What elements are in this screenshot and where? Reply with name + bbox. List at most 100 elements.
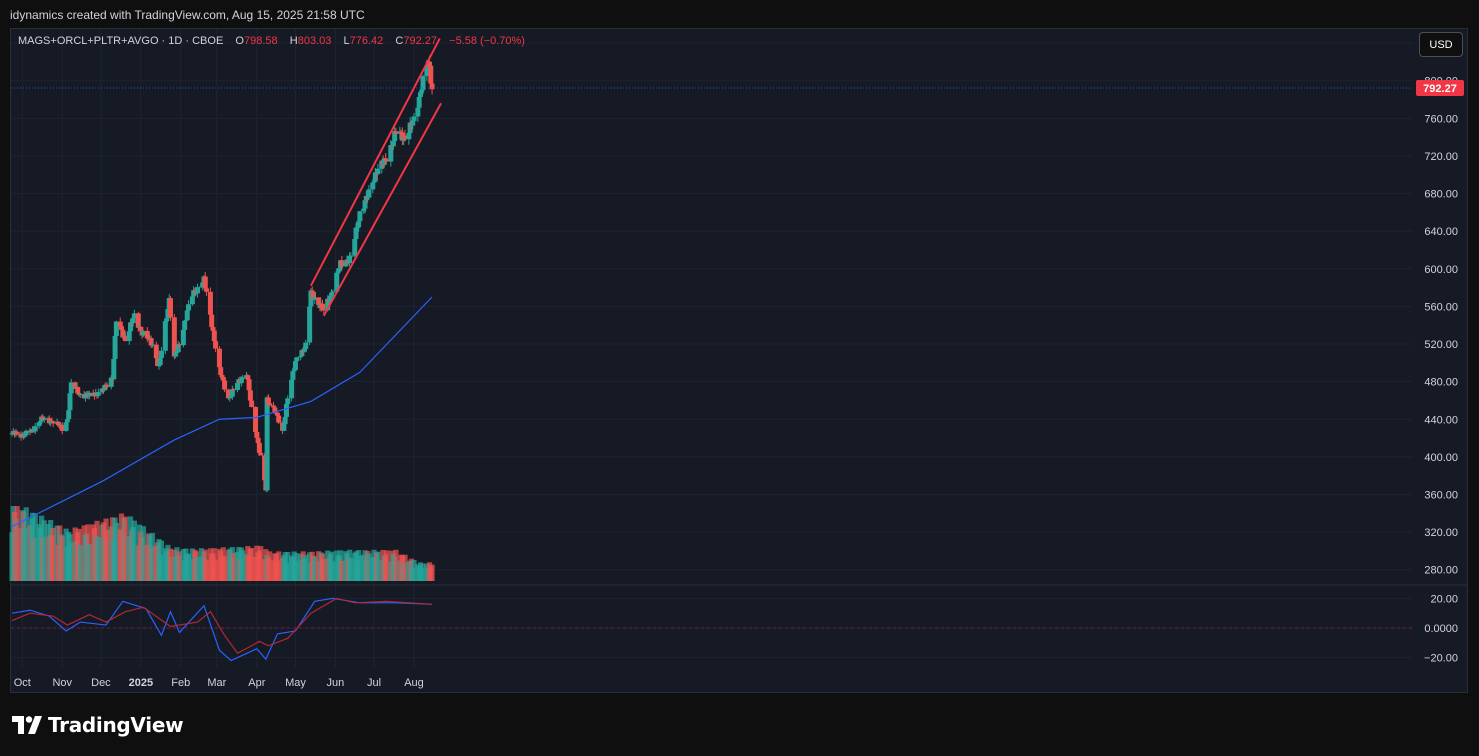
- candle[interactable]: [112, 332, 118, 363]
- candle[interactable]: [262, 453, 268, 484]
- candle[interactable]: [253, 406, 259, 435]
- price-axis[interactable]: 840.00800.00760.00720.00680.00640.00600.…: [1416, 38, 1464, 665]
- candle[interactable]: [104, 383, 110, 389]
- candle[interactable]: [158, 346, 164, 361]
- candle[interactable]: [186, 300, 192, 315]
- candle[interactable]: [67, 391, 73, 412]
- legend-symbol[interactable]: MAGS+ORCL+PLTR+AVGO · 1D · CBOE: [18, 35, 224, 47]
- candle[interactable]: [207, 287, 213, 315]
- candle[interactable]: [113, 320, 119, 338]
- candle[interactable]: [128, 319, 134, 334]
- candle[interactable]: [216, 346, 222, 369]
- candle[interactable]: [192, 287, 198, 296]
- candle[interactable]: [102, 383, 108, 391]
- candle[interactable]: [165, 308, 171, 323]
- candle[interactable]: [264, 395, 270, 493]
- candle[interactable]: [140, 330, 146, 338]
- candle[interactable]: [41, 416, 47, 423]
- candle[interactable]: [335, 270, 341, 278]
- candle[interactable]: [23, 429, 29, 438]
- candle[interactable]: [219, 371, 225, 378]
- candle[interactable]: [240, 375, 246, 381]
- candle[interactable]: [362, 199, 368, 214]
- candle[interactable]: [290, 367, 296, 381]
- candle[interactable]: [49, 417, 55, 422]
- candle[interactable]: [228, 396, 234, 398]
- candle[interactable]: [155, 356, 161, 367]
- candle[interactable]: [411, 112, 417, 125]
- candle[interactable]: [285, 395, 291, 407]
- candle[interactable]: [363, 191, 369, 201]
- candle[interactable]: [283, 402, 289, 419]
- candle[interactable]: [32, 423, 38, 435]
- candle[interactable]: [289, 378, 295, 402]
- candle[interactable]: [144, 327, 150, 343]
- candle[interactable]: [202, 272, 208, 291]
- candle[interactable]: [339, 255, 345, 271]
- candle[interactable]: [108, 375, 114, 390]
- oscillator-fast-line[interactable]: [11, 597, 433, 662]
- candle[interactable]: [353, 223, 359, 244]
- candle[interactable]: [258, 450, 264, 456]
- candle[interactable]: [393, 127, 399, 135]
- candle[interactable]: [307, 303, 313, 346]
- candle[interactable]: [50, 421, 56, 427]
- candle[interactable]: [184, 310, 190, 321]
- candle[interactable]: [291, 369, 297, 376]
- candle[interactable]: [375, 163, 381, 176]
- candle[interactable]: [329, 289, 335, 298]
- candle[interactable]: [392, 127, 398, 147]
- tradingview-logo[interactable]: TradingView: [12, 713, 184, 737]
- candle[interactable]: [173, 350, 179, 359]
- oscillator-slow-line[interactable]: [11, 597, 433, 654]
- candle[interactable]: [162, 321, 168, 355]
- candle[interactable]: [111, 357, 117, 381]
- candle[interactable]: [352, 236, 358, 258]
- candle[interactable]: [167, 296, 173, 321]
- candle[interactable]: [249, 397, 255, 408]
- candle[interactable]: [321, 307, 327, 315]
- candle[interactable]: [372, 168, 378, 183]
- candle[interactable]: [36, 421, 42, 429]
- currency-button[interactable]: USD: [1419, 32, 1463, 57]
- candle[interactable]: [388, 140, 394, 167]
- candle[interactable]: [126, 329, 132, 345]
- candle[interactable]: [86, 390, 92, 400]
- candle[interactable]: [294, 356, 300, 365]
- candle[interactable]: [428, 64, 434, 86]
- candle[interactable]: [429, 77, 435, 95]
- candle[interactable]: [246, 375, 252, 392]
- candle[interactable]: [276, 412, 282, 425]
- candle[interactable]: [420, 74, 426, 95]
- candle[interactable]: [267, 402, 273, 407]
- candle[interactable]: [357, 210, 363, 225]
- candle[interactable]: [77, 392, 83, 398]
- channel-line-lower[interactable]: [322, 102, 442, 317]
- candle[interactable]: [348, 252, 354, 260]
- price-chart-svg[interactable]: 840.00800.00760.00720.00680.00640.00600.…: [0, 0, 1479, 700]
- candle[interactable]: [383, 153, 389, 166]
- candle[interactable]: [213, 337, 219, 352]
- candle[interactable]: [149, 341, 155, 348]
- candle[interactable]: [95, 388, 101, 398]
- candle[interactable]: [182, 320, 188, 333]
- candle[interactable]: [9, 433, 15, 437]
- time-axis[interactable]: Oct Nov Dec 2025 Feb Mar Apr May Jun Jul Aug: [14, 677, 424, 689]
- candle[interactable]: [384, 158, 390, 162]
- candle[interactable]: [191, 286, 197, 300]
- candle[interactable]: [366, 185, 372, 201]
- candle[interactable]: [131, 309, 137, 319]
- candle[interactable]: [303, 339, 309, 353]
- candle[interactable]: [231, 388, 237, 392]
- candle[interactable]: [122, 332, 128, 342]
- candle[interactable]: [76, 389, 82, 398]
- moving-average-line[interactable]: [11, 296, 433, 527]
- symbol-legend[interactable]: MAGS+ORCL+PLTR+AVGO · 1D · CBOE O798.58 …: [18, 35, 525, 47]
- candle[interactable]: [177, 342, 183, 349]
- candle[interactable]: [135, 311, 141, 332]
- candle[interactable]: [68, 378, 74, 397]
- candle[interactable]: [204, 288, 210, 296]
- candle[interactable]: [55, 421, 61, 428]
- candle[interactable]: [195, 283, 201, 298]
- candle[interactable]: [59, 422, 65, 435]
